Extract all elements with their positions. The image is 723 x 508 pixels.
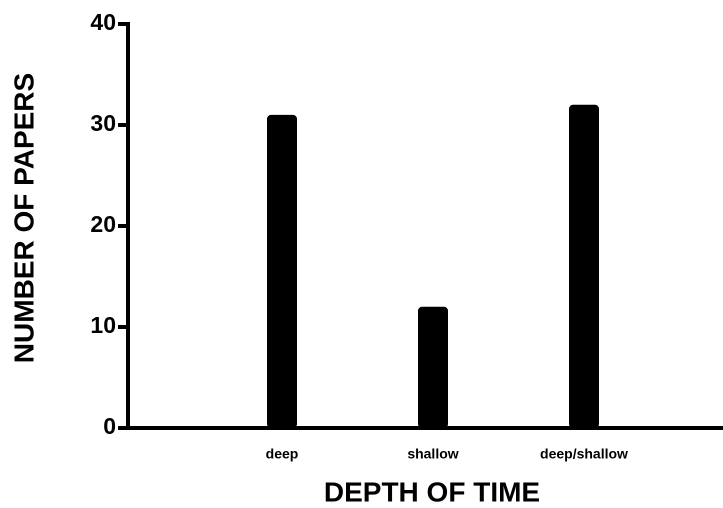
x-tick-label: deep/shallow bbox=[540, 446, 628, 462]
y-tick-label: 20 bbox=[90, 211, 116, 237]
x-tick-label: deep bbox=[266, 446, 299, 462]
bar bbox=[267, 114, 297, 429]
y-axis-title: NUMBER OF PAPERS bbox=[8, 73, 39, 363]
y-tick-label: 0 bbox=[103, 413, 116, 439]
x-axis-title: DEPTH OF TIME bbox=[324, 476, 540, 507]
bar bbox=[418, 306, 448, 428]
y-tick-label: 10 bbox=[90, 312, 116, 338]
y-tick-label: 40 bbox=[90, 9, 116, 35]
x-tick-label: shallow bbox=[407, 446, 458, 462]
bar bbox=[569, 104, 599, 429]
y-tick-label: 30 bbox=[90, 110, 116, 136]
